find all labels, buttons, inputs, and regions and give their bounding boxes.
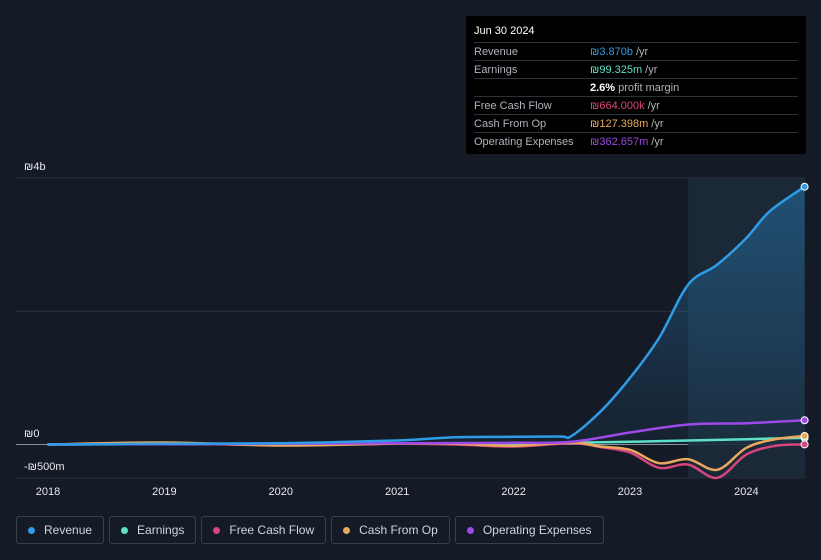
tooltip-row: Operating Expenses ₪362.657m/yr: [474, 133, 798, 150]
tooltip-row-unit: /yr: [647, 99, 660, 112]
tooltip-row-label: Cash From Op: [474, 117, 547, 130]
x-tick-label: 2018: [36, 486, 60, 498]
legend-dot-icon: [213, 526, 221, 534]
y-axis-labels: ₪4b ₪0 -₪500m: [24, 161, 65, 473]
revenue-area: [48, 186, 805, 445]
legend-label: Revenue: [44, 523, 93, 537]
tooltip-row-unit: /yr: [651, 135, 664, 148]
y-tick-label: ₪4b: [24, 161, 46, 173]
x-tick-label: 2023: [618, 486, 642, 498]
tooltip-row-label: Free Cash Flow: [474, 99, 552, 112]
x-tick-label: 2022: [501, 486, 525, 498]
tooltip-row-label: Operating Expenses: [474, 135, 574, 148]
tooltip-date: Jun 30 2024: [474, 24, 798, 43]
y-tick-label: ₪0: [24, 428, 39, 440]
legend-item-earnings[interactable]: Earnings: [109, 516, 197, 544]
tooltip-row-label: Earnings: [474, 63, 518, 76]
tooltip-row-value: ₪664.000k: [590, 99, 645, 112]
legend-label: Earnings: [137, 523, 185, 537]
tooltip-rows: Revenue ₪3.870b/yr Earnings ₪99.325m/yr 2.6%…: [474, 43, 798, 150]
tooltip-row: Cash From Op ₪127.398m/yr: [474, 115, 798, 133]
legend-label: Free Cash Flow: [229, 523, 315, 537]
tooltip-row-label: Revenue: [474, 45, 519, 58]
legend: Revenue Earnings Free Cash Flow Cash From O…: [16, 516, 604, 544]
data-tooltip: Jun 30 2024 Revenue ₪3.870b/yr Earnings ₪99…: [466, 16, 806, 154]
x-axis-labels: 2018 2019 2020 2021 2022 2023 2024: [36, 486, 759, 498]
legend-dot-icon: [28, 526, 35, 534]
tooltip-row: 2.6% profit margin: [474, 79, 798, 97]
tooltip-row-value: ₪99.325m: [590, 63, 643, 76]
cash-from-op-end-marker: [800, 432, 809, 440]
free-cash-flow-end-marker: [800, 440, 809, 449]
revenue-area: [48, 186, 805, 445]
series-lines: [46, 185, 806, 480]
tooltip-row-value: ₪362.657m: [590, 135, 649, 148]
tooltip-row-unit: /yr: [645, 63, 658, 76]
tooltip-row-value: ₪3.870b: [590, 45, 633, 58]
tooltip-row-value: 2.6%: [590, 81, 616, 94]
legend-item-revenue[interactable]: Revenue: [16, 516, 105, 544]
legend-item-free-cash-flow[interactable]: Free Cash Flow: [201, 516, 327, 544]
tooltip-row: Earnings ₪99.325m/yr: [474, 61, 798, 79]
legend-item-cash-from-op[interactable]: Cash From Op: [331, 516, 450, 544]
legend-item-operating-expenses[interactable]: Operating Expenses: [454, 516, 604, 544]
x-tick-label: 2019: [152, 486, 176, 498]
x-tick-label: 2021: [385, 486, 409, 498]
tooltip-row-unit: /yr: [651, 117, 664, 130]
operating-expenses-end-marker: [800, 416, 809, 425]
legend-dot-icon: [466, 526, 474, 534]
legend-label: Cash From Op: [359, 523, 438, 537]
legend-dot-icon: [121, 526, 129, 534]
x-tick-label: 2020: [269, 486, 293, 498]
revenue-line: [46, 185, 806, 446]
end-markers: [800, 182, 809, 449]
legend-label: Operating Expenses: [482, 523, 592, 537]
tooltip-row: Revenue ₪3.870b/yr: [474, 43, 798, 61]
y-tick-label: -₪500m: [24, 461, 65, 473]
tooltip-row-unit: /yr: [636, 45, 649, 58]
tooltip-row-unit: profit margin: [618, 81, 680, 94]
legend-dot-icon: [343, 526, 351, 534]
cash-from-op-line: [46, 434, 806, 472]
tooltip-row-value: ₪127.398m: [590, 117, 649, 130]
x-tick-label: 2024: [734, 486, 758, 498]
revenue-end-marker: [800, 182, 809, 191]
tooltip-row: Free Cash Flow ₪664.000k/yr: [474, 97, 798, 115]
